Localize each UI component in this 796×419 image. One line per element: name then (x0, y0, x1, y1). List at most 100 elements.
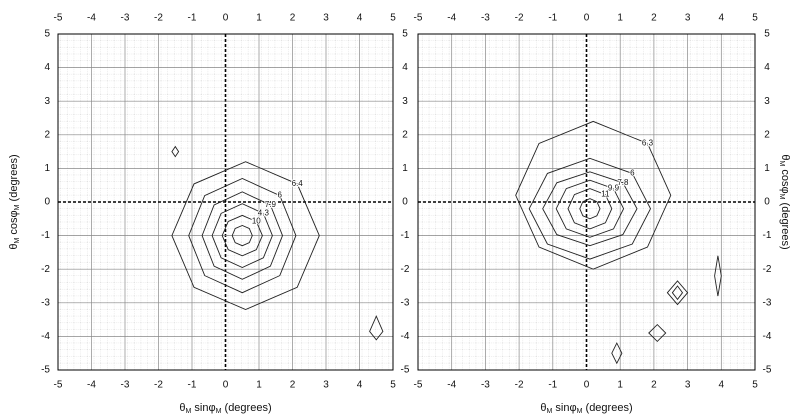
label-part: θ (540, 402, 546, 414)
subscript: M (216, 408, 222, 415)
x-tick-label: -4 (447, 380, 456, 391)
contour (555, 179, 625, 238)
x-tick-label: 2 (651, 13, 657, 24)
y-tick-label: -5 (41, 365, 50, 376)
x-tick-label: 1 (617, 13, 623, 24)
x-tick-label: -5 (414, 380, 423, 391)
contour (171, 161, 320, 310)
y-tick-label: 0 (764, 197, 770, 208)
x-tick-label: -5 (414, 13, 423, 24)
contour-label: 6.3 (642, 139, 654, 148)
y-tick-label: 2 (44, 129, 50, 140)
label-part: θ (179, 402, 185, 414)
y-tick-label: 3 (764, 96, 770, 107)
contour (201, 191, 283, 280)
contour-label: 9.9 (608, 184, 620, 193)
contour (231, 225, 253, 247)
y-tick-label: -2 (41, 264, 50, 275)
x-tick-label: -1 (188, 380, 197, 391)
subscript: M (14, 204, 21, 210)
y-tick-label: 0 (44, 197, 50, 208)
subscript: M (186, 408, 192, 415)
x-tick-label: 1 (256, 13, 262, 24)
x-tick-label: 4 (719, 380, 725, 391)
x-tick-label: 1 (617, 380, 623, 391)
x-tick-label: -2 (154, 13, 163, 24)
axis-title: θM sinφM (degrees) (179, 402, 271, 415)
contour (221, 214, 263, 257)
label-part: cosφ (779, 166, 791, 193)
y-tick-label: 4 (764, 62, 770, 73)
y-tick-label: -4 (401, 331, 410, 342)
y-tick-label: 4 (402, 62, 408, 73)
contour (648, 323, 667, 343)
x-tick-label: 2 (290, 380, 296, 391)
x-tick-label: 3 (323, 13, 329, 24)
contour-label: 7.8 (617, 178, 629, 187)
x-tick-label: -3 (481, 13, 490, 24)
x-tick-label: 3 (323, 380, 329, 391)
x-tick-label: 0 (584, 13, 590, 24)
subscript: M (547, 408, 553, 415)
x-tick-label: 4 (357, 380, 363, 391)
y-tick-label: 2 (402, 129, 408, 140)
y-tick-label: -3 (41, 297, 50, 308)
x-tick-label: 4 (719, 13, 725, 24)
x-tick-label: -4 (87, 380, 96, 391)
contour (211, 203, 273, 268)
y-tick-label: 4 (44, 62, 50, 73)
x-tick-label: 0 (223, 13, 229, 24)
x-tick-label: 3 (685, 380, 691, 391)
label-part: (degrees) (779, 199, 791, 249)
subscript: M (14, 238, 21, 244)
x-tick-label: 0 (223, 380, 229, 391)
x-tick-label: -1 (548, 13, 557, 24)
axis-title: θM cosφM (degrees) (778, 154, 791, 249)
y-tick-label: -3 (763, 297, 772, 308)
contour-label: 10 (252, 217, 261, 226)
x-tick-label: 4 (357, 13, 363, 24)
contour (671, 285, 684, 301)
label-part: sinφ (552, 402, 576, 414)
contour (528, 157, 652, 260)
x-tick-label: 5 (390, 13, 396, 24)
contour (171, 145, 180, 158)
x-tick-label: 0 (584, 380, 590, 391)
y-tick-label: -1 (763, 230, 772, 241)
contour-label: 6.4 (292, 179, 304, 188)
x-tick-label: -2 (515, 13, 524, 24)
contour-label: 11 (601, 190, 610, 199)
contour-label: 4.3 (258, 209, 270, 218)
y-tick-label: 5 (402, 29, 408, 40)
contour (579, 198, 601, 220)
label-part: cosφ (8, 210, 20, 237)
x-tick-label: 3 (685, 13, 691, 24)
plot-frame (57, 33, 394, 371)
x-tick-label: -4 (87, 13, 96, 24)
y-tick-label: 1 (764, 163, 770, 174)
plot-frame (417, 33, 756, 371)
contour (515, 120, 672, 270)
subscript: M (778, 160, 785, 166)
y-tick-label: 5 (764, 29, 770, 40)
axis-title: θM sinφM (degrees) (540, 402, 632, 415)
x-tick-label: -3 (121, 13, 130, 24)
y-tick-label: -5 (763, 365, 772, 376)
contour (188, 178, 297, 294)
x-tick-label: 2 (651, 380, 657, 391)
y-tick-label: -1 (401, 230, 410, 241)
contour (714, 255, 722, 297)
label-part: (degrees) (8, 154, 20, 204)
x-tick-label: 5 (752, 13, 758, 24)
label-part: (degrees) (582, 402, 632, 414)
label-part: sinφ (191, 402, 215, 414)
label-part: θ (8, 244, 20, 250)
y-tick-label: -2 (401, 264, 410, 275)
y-tick-label: 0 (402, 197, 408, 208)
y-tick-label: -5 (401, 365, 410, 376)
x-tick-label: 1 (256, 380, 262, 391)
y-tick-label: 5 (44, 29, 50, 40)
x-tick-label: -3 (481, 380, 490, 391)
x-tick-label: -5 (54, 13, 63, 24)
subscript: M (577, 408, 583, 415)
